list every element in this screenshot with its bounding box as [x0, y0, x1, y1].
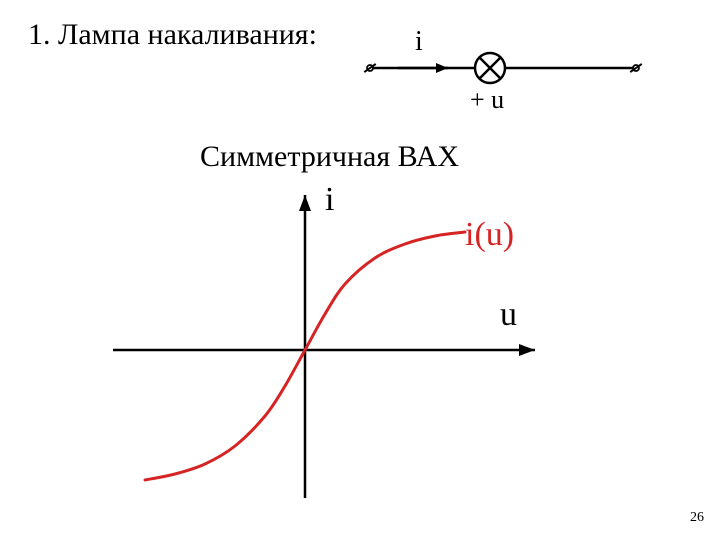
curve-label-iu: i(u): [465, 216, 514, 253]
chart-subtitle: Симметричная ВАХ: [200, 140, 459, 174]
section-title: 1. Лампа накаливания:: [28, 18, 317, 52]
axis-label-u: u: [500, 296, 517, 333]
circuit-label-i: i: [415, 30, 423, 57]
circuit-label-u: + u: [470, 85, 504, 114]
page-number: 26: [690, 510, 704, 526]
axis-label-i: i: [325, 181, 334, 218]
circuit-schematic: i + u: [350, 30, 670, 120]
va-characteristic-chart: i u i(u): [105, 180, 615, 510]
